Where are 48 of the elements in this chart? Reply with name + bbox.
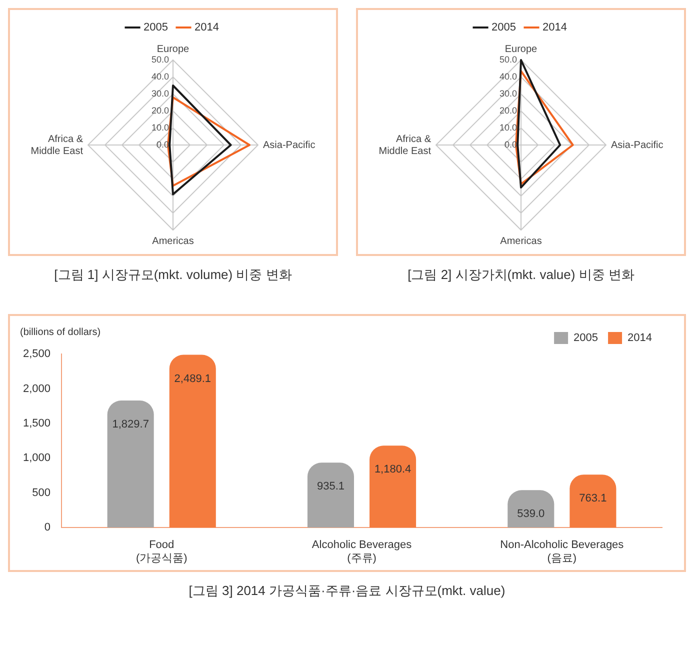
bar: [169, 354, 216, 528]
y-tick-label: 500: [32, 486, 51, 499]
legend-label: 2014: [194, 22, 219, 34]
spoke-label: Asia-Pacific: [611, 140, 664, 151]
spoke-label: Americas: [152, 236, 194, 247]
data-label: 2,489.1: [174, 372, 211, 385]
data-label: 1,180.4: [374, 464, 412, 476]
text: [그림 3] 2014 가공식품·주류·음료 시장규모(mkt. value): [188, 582, 506, 600]
legend-label: 2014: [542, 22, 567, 34]
spoke-label: Asia-Pacific: [263, 140, 316, 151]
data-label: 935.1: [316, 480, 345, 493]
y-tick-label: 2,500: [22, 348, 51, 360]
legend-label: 2005: [144, 22, 168, 34]
spoke-label: Africa & Middle East: [378, 134, 432, 157]
y-tick-label: 1,500: [22, 417, 51, 430]
data-label: 763.1: [579, 492, 607, 505]
y-tick-label: 50.0: [151, 54, 169, 64]
spoke-label: Africa & Middle East: [30, 134, 84, 157]
x-tick-label: Non-Alcoholic Beverages (음료): [500, 539, 624, 564]
x-tick-label: Alcoholic Beverages (주류): [312, 539, 412, 564]
bar: [307, 462, 354, 528]
x-tick-label: Food (가공식품): [136, 539, 188, 564]
y-tick-label: 1,000: [22, 452, 51, 464]
spoke-label: Europe: [156, 44, 190, 55]
y-tick-label: 2,000: [22, 382, 51, 395]
text: [그림 2] 시장가치(mkt. value) 비중 변화: [406, 266, 636, 284]
y-tick-label: 0: [44, 522, 51, 534]
y-tick-label: 50.0: [499, 54, 517, 64]
spoke-label: Americas: [500, 236, 542, 247]
spoke-label: Europe: [504, 44, 538, 55]
data-label: 1,829.7: [112, 418, 149, 431]
bar: [370, 446, 416, 528]
y-tick-label: 40.0: [151, 71, 169, 82]
bar: [107, 400, 154, 528]
bar: [508, 490, 554, 528]
legend-label: 2005: [574, 332, 598, 344]
y-tick-label: 30.0: [151, 88, 169, 98]
y-tick-label: 40.0: [499, 71, 517, 82]
legend-label: 2014: [628, 332, 652, 344]
bar: [570, 474, 616, 528]
y-axis-title: (billions of dollars): [20, 326, 101, 338]
y-tick-label: 20.0: [151, 105, 169, 116]
y-tick-label: 20.0: [499, 105, 517, 116]
data-label: 539.0: [517, 508, 545, 520]
y-tick-label: 10.0: [151, 122, 169, 132]
y-tick-label: 30.0: [499, 88, 517, 98]
legend-label: 2005: [492, 22, 516, 34]
text: [그림 1] 시장규모(mkt. volume) 비중 변화: [53, 266, 293, 284]
